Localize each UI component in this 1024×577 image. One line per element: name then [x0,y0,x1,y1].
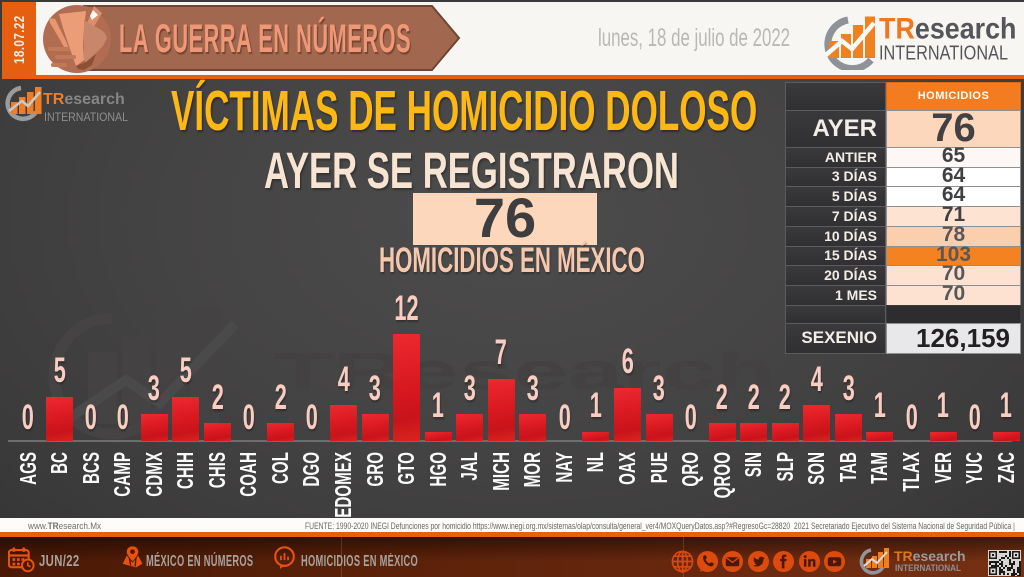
svg-text:INTERNATIONAL: INTERNATIONAL [44,110,128,124]
svg-text:INTERNATIONAL: INTERNATIONAL [895,563,961,573]
svg-text:INTERNATIONAL: INTERNATIONAL [879,43,1008,65]
svg-text:TResearch: TResearch [273,343,776,401]
svg-text:TResearch: TResearch [894,548,966,564]
svg-text:TResearch: TResearch [879,14,1016,46]
svg-text:TResearch: TResearch [43,91,125,108]
